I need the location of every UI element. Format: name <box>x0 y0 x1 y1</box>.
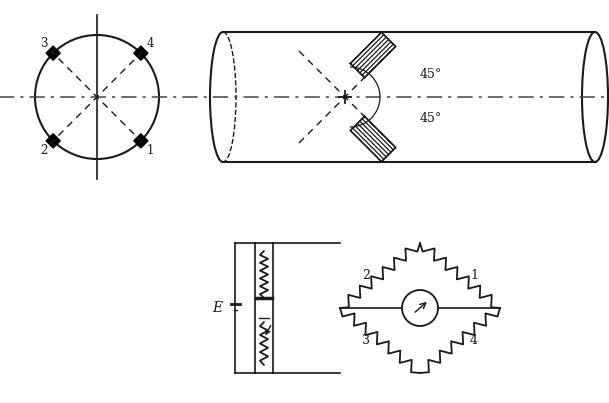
Text: 45°: 45° <box>420 112 442 125</box>
Text: 2: 2 <box>362 269 370 282</box>
Text: 2: 2 <box>40 143 48 156</box>
Polygon shape <box>46 134 60 148</box>
Text: 3: 3 <box>362 334 370 347</box>
Polygon shape <box>46 46 60 60</box>
Polygon shape <box>134 46 148 60</box>
Text: 4: 4 <box>146 37 154 50</box>
Polygon shape <box>134 134 148 148</box>
Text: 45°: 45° <box>420 69 442 81</box>
Text: E: E <box>212 301 222 315</box>
Text: 4: 4 <box>470 334 478 347</box>
Text: 1: 1 <box>470 269 478 282</box>
Text: 1: 1 <box>146 143 153 156</box>
Text: 3: 3 <box>40 37 48 50</box>
